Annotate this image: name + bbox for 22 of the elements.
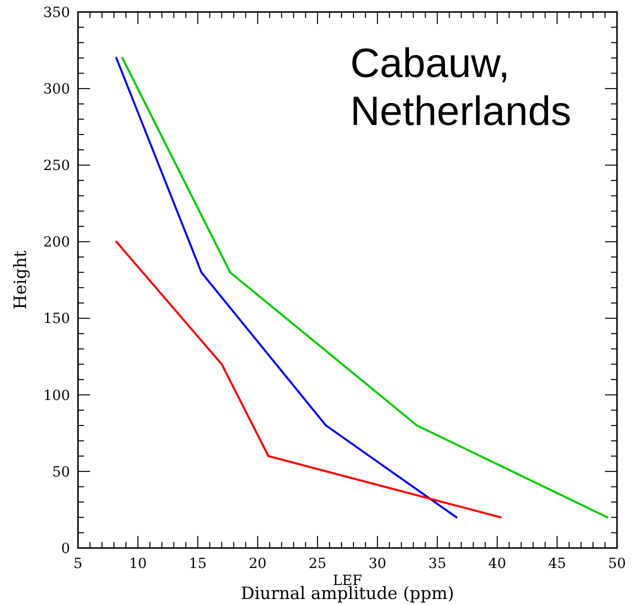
y-axis-title: Height — [11, 250, 31, 310]
text: Cabauw, Netherlands — [350, 40, 572, 134]
y-tick-label: 250 — [43, 158, 70, 174]
y-tick-label: 200 — [43, 234, 70, 251]
x-tick-label: 40 — [488, 556, 506, 572]
x-tick-label: 45 — [548, 556, 566, 572]
x-tick-label: 5 — [74, 556, 82, 572]
y-tick-label: 0 — [61, 540, 70, 557]
x-tick-label: 15 — [188, 556, 207, 572]
x-tick-label: 50 — [608, 556, 626, 572]
x-tick-label: 35 — [428, 556, 446, 572]
x-tick-label: 10 — [128, 556, 147, 572]
line-series — [115, 240, 502, 518]
y-tick-label: 50 — [52, 464, 70, 480]
x-axis-title: Diurnal amplitude (ppm) — [240, 584, 454, 604]
x-tick-label: 30 — [368, 556, 386, 572]
x-tick-label: 20 — [248, 556, 267, 572]
x-tick-label: 25 — [308, 556, 326, 572]
y-tick-label: 100 — [43, 388, 70, 404]
y-tick-label: 150 — [43, 311, 70, 328]
y-tick-label: 300 — [43, 81, 70, 98]
y-tick-label: 350 — [43, 4, 70, 21]
